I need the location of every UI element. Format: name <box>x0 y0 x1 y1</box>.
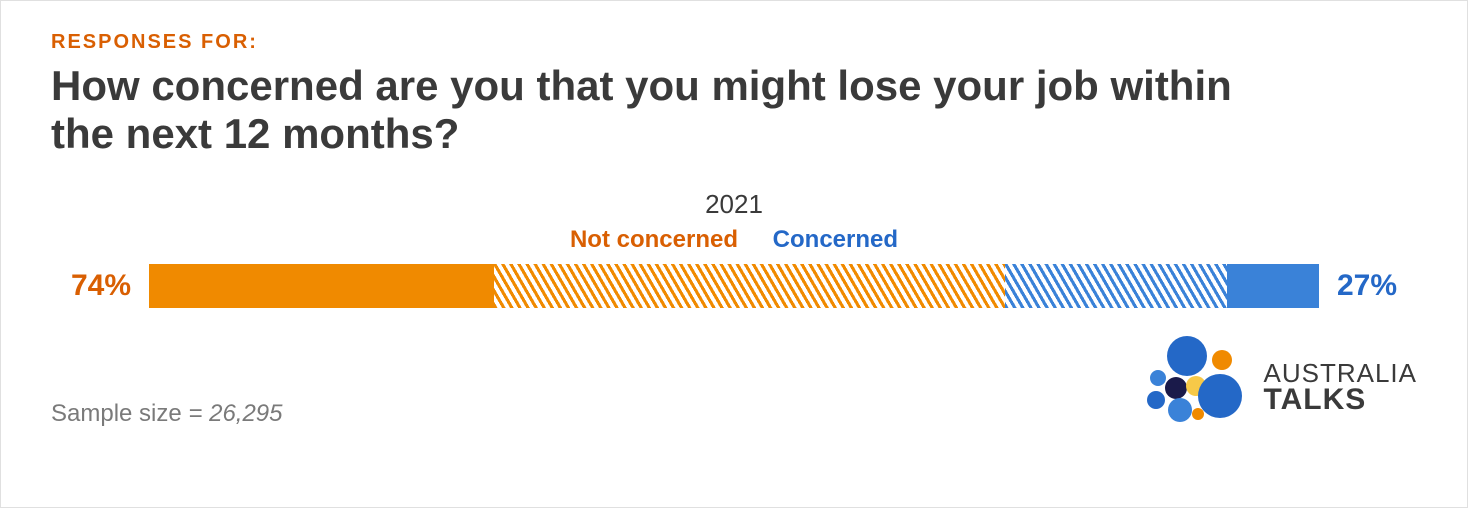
legend-not-concerned: Not concerned <box>556 226 752 254</box>
diverging-bar <box>149 264 1319 308</box>
logo-dot <box>1212 350 1232 370</box>
chart-legend: Not concerned Concerned <box>51 226 1417 254</box>
logo-dot <box>1192 408 1204 420</box>
logo-dot <box>1147 391 1165 409</box>
logo-text-line1: AUSTRALIA <box>1264 361 1418 386</box>
bar-segment-not_concerned_mild <box>494 264 1005 308</box>
logo-dot <box>1198 374 1242 418</box>
logo-text-line2: TALKS <box>1264 386 1418 415</box>
sample-size-value: = 26,295 <box>188 400 282 427</box>
chart-footer: Sample size = 26,295 AUSTRALIA TALKS <box>51 348 1417 428</box>
logo-dot <box>1165 377 1187 399</box>
sample-size: Sample size = 26,295 <box>51 400 283 428</box>
logo-dot <box>1167 336 1207 376</box>
question-headline: How concerned are you that you might los… <box>51 62 1251 159</box>
logo-dot <box>1150 370 1166 386</box>
bar-segment-concerned_mild <box>1005 264 1226 308</box>
sample-size-label: Sample size <box>51 400 182 427</box>
logo-dot <box>1168 398 1192 422</box>
chart-year: 2021 <box>51 189 1417 220</box>
bar-segment-not_concerned_strong <box>149 264 494 308</box>
legend-concerned: Concerned <box>759 226 912 254</box>
left-percent-label: 74% <box>51 269 131 303</box>
right-percent-label: 27% <box>1337 269 1417 303</box>
logo-text: AUSTRALIA TALKS <box>1264 361 1418 414</box>
chart-bar-row: 74% 27% <box>51 264 1417 308</box>
australia-talks-logo: AUSTRALIA TALKS <box>1142 348 1418 428</box>
logo-dots-icon <box>1142 348 1252 428</box>
responses-for-eyebrow: RESPONSES FOR: <box>51 31 1417 54</box>
bar-segment-concerned_strong <box>1227 264 1319 308</box>
